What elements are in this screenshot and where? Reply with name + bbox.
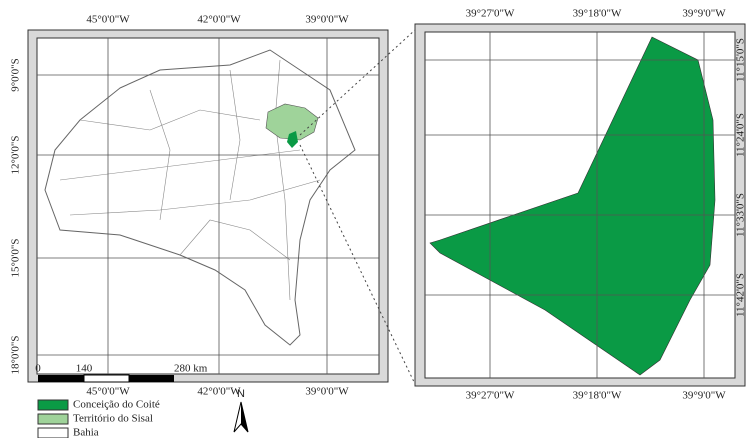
scale-label: 280 km [174,363,208,375]
right-label: 11°15'0"S [735,38,747,82]
left-label: 12°0'0"S [10,136,22,175]
map-figure: 45°0'0"W 45°0'0"W 42°0'0"W 42°0'0"W 39°0'0"W… [0,0,749,438]
scale-segment [84,375,129,382]
right-label: 11°42'0"S [735,273,747,317]
top-label: 42°0'0"W [197,14,241,26]
bottom-label: 39°0'0"W [305,386,349,398]
scale-label: 140 [76,363,93,375]
north-label: N [237,388,245,400]
bottom-label: 42°0'0"W [197,386,241,398]
legend-swatch [38,414,68,424]
scale-label: 0 [35,363,41,375]
scale-bar [38,375,174,382]
top-label: 39°0'0"W [305,14,349,26]
left-label: 18°0'0"S [10,336,22,375]
scale-segment [129,375,174,382]
top-label: 45°0'0"W [86,14,130,26]
top-label: 39°9'0"W [682,8,726,20]
left-map [28,30,388,382]
legend-label: Conceição do Coité [73,399,160,411]
top-label: 39°18'0"W [573,8,622,20]
legend-swatch [38,428,68,438]
bottom-label: 39°9'0"W [682,390,726,402]
legend-swatch [38,400,68,410]
top-label: 39°27'0"W [466,8,515,20]
scale-segment [38,375,84,382]
bottom-label: 39°27'0"W [466,390,515,402]
left-label: 15°0'0"S [10,239,22,278]
left-label: 9°0'0"S [10,58,22,92]
bottom-label: 45°0'0"W [86,386,130,398]
right-label: 11°33'0"S [735,193,747,237]
legend-label: Bahia [73,427,99,438]
right-label: 11°24'0"S [735,113,747,157]
bottom-label: 39°18'0"W [573,390,622,402]
legend-label: Território do Sisal [73,413,153,425]
right-map [415,24,745,386]
